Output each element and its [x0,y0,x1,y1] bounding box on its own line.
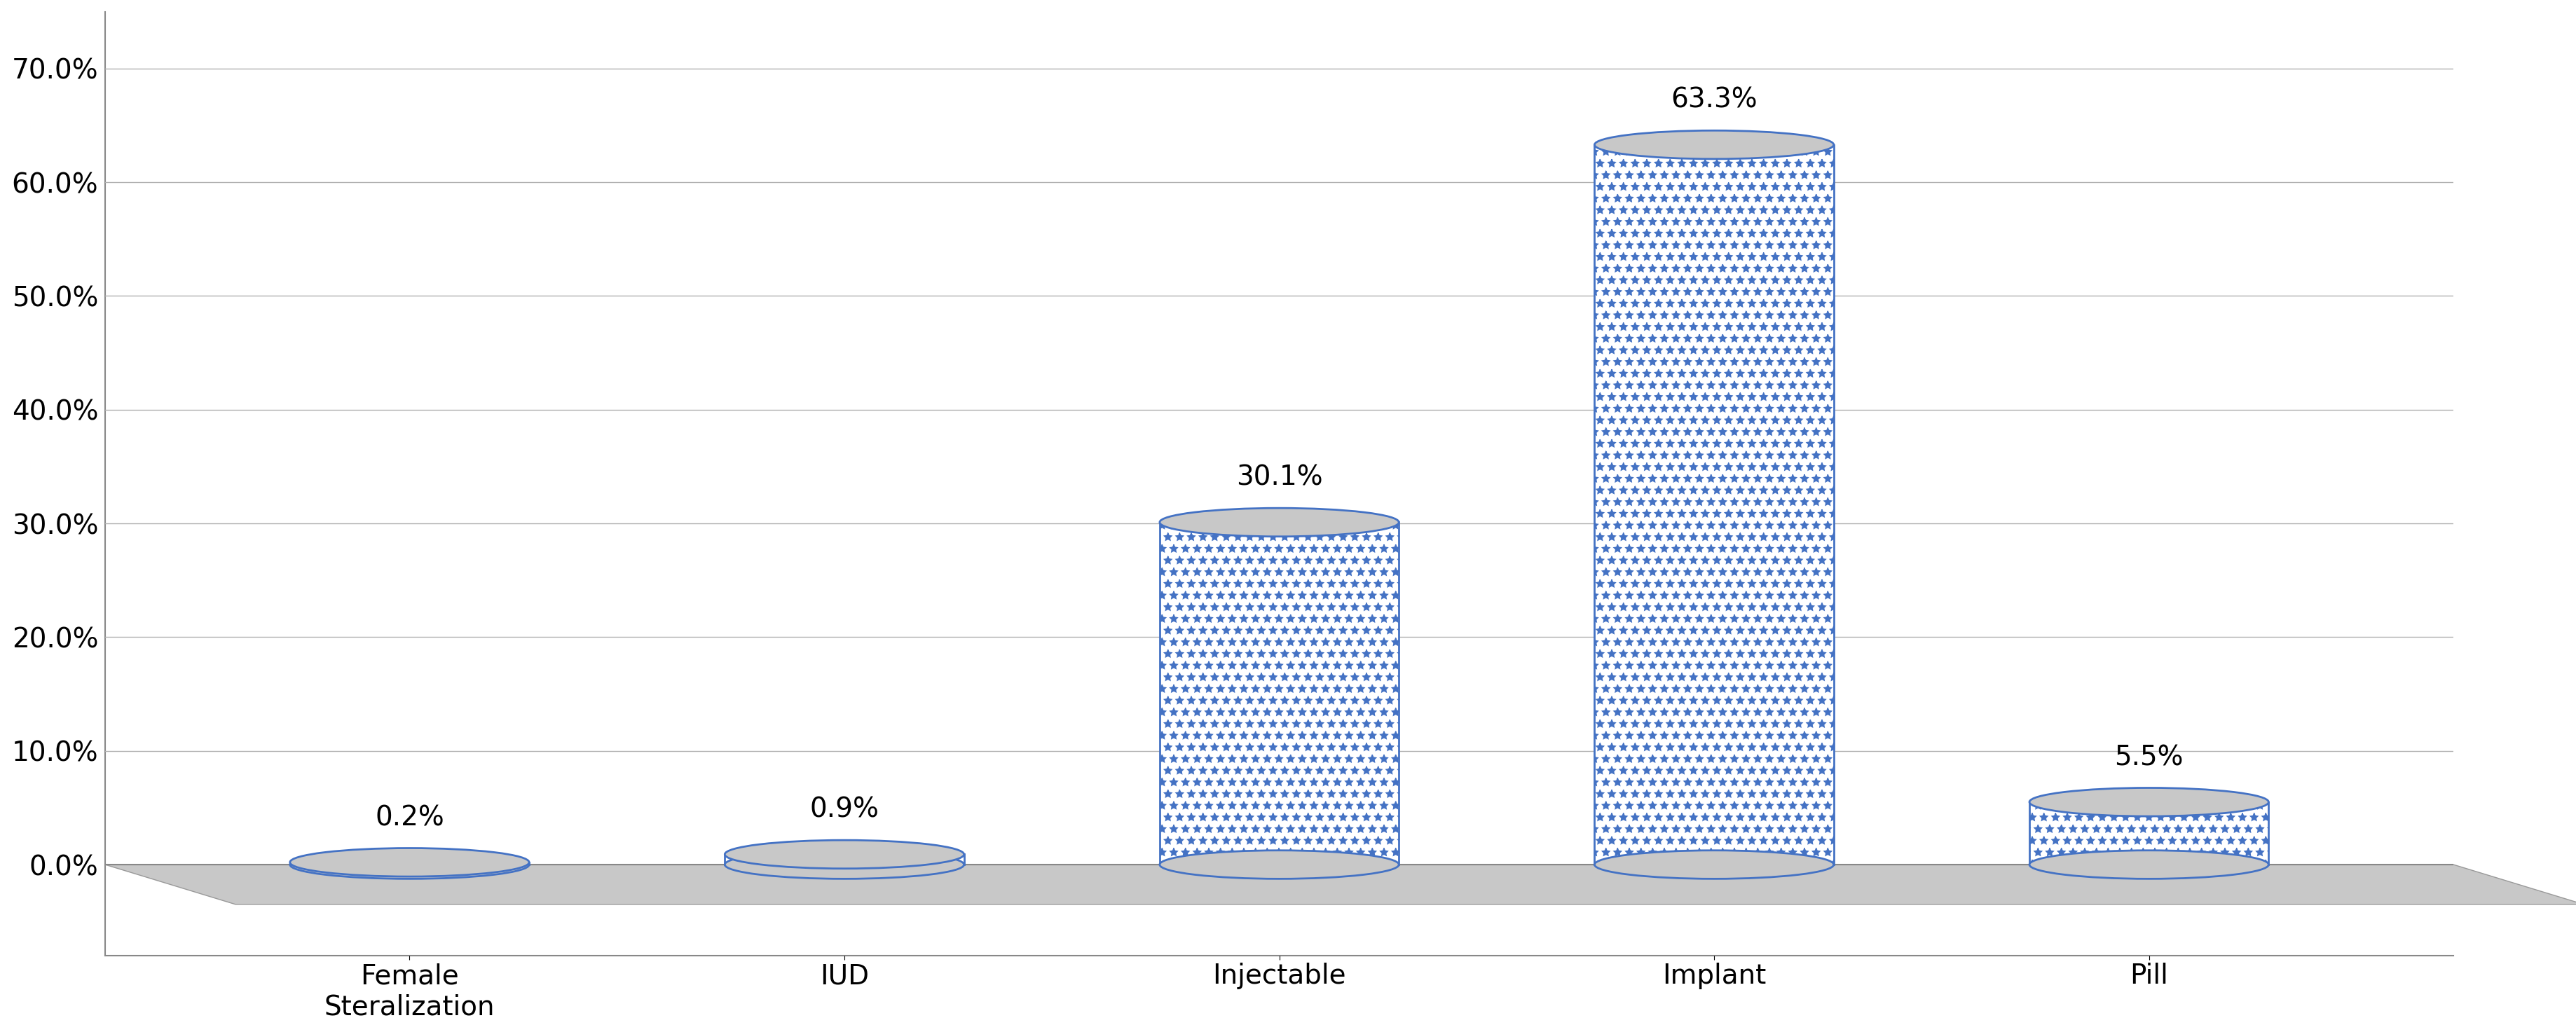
Ellipse shape [1595,850,1834,879]
Ellipse shape [724,840,963,869]
Ellipse shape [2030,787,2269,816]
Ellipse shape [1595,130,1834,159]
Text: 63.3%: 63.3% [1672,87,1757,114]
Bar [1159,522,1399,865]
Ellipse shape [1159,850,1399,879]
Bar [2030,802,2269,865]
Text: 0.2%: 0.2% [376,804,443,831]
Ellipse shape [2030,850,2269,879]
Bar [1595,144,1834,865]
Text: 0.9%: 0.9% [809,797,878,824]
Text: 30.1%: 30.1% [1236,464,1321,491]
Bar [291,863,528,865]
Ellipse shape [1159,508,1399,537]
Text: 5.5%: 5.5% [2115,744,2184,771]
Ellipse shape [724,850,963,879]
Ellipse shape [291,848,528,876]
Ellipse shape [291,850,528,879]
Bar [724,854,963,865]
Polygon shape [106,865,2576,904]
